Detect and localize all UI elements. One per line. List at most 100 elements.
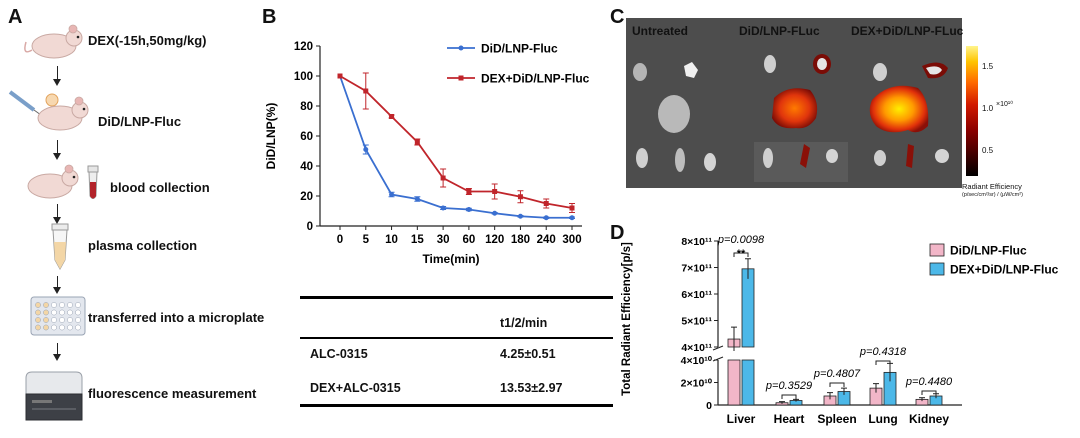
x-tick-label: Spleen bbox=[817, 412, 856, 426]
legend-label: DiD/LNP-Fluc bbox=[481, 42, 558, 56]
panel-d-letter: D bbox=[610, 222, 625, 244]
x-tick-label: 300 bbox=[562, 234, 581, 246]
legend-label: DEX+DiD/LNP-Fluc bbox=[950, 263, 1059, 277]
x-tick-label: 15 bbox=[411, 234, 424, 246]
data-point bbox=[543, 215, 549, 221]
bar bbox=[741, 359, 755, 406]
header-untreated: Untreated bbox=[632, 24, 689, 38]
y-axis-label: DiD/LNP(%) bbox=[264, 103, 278, 170]
microplate-icon bbox=[30, 296, 86, 336]
series-line bbox=[339, 75, 573, 209]
x-tick-label: 240 bbox=[537, 234, 556, 246]
microplate-well bbox=[51, 302, 57, 308]
step-microplate-label: transferred into a microplate bbox=[88, 310, 265, 325]
microplate-well bbox=[67, 317, 73, 323]
organ-fluorescence-image bbox=[626, 18, 962, 188]
panel-b-letter: B bbox=[262, 6, 277, 28]
table-mid-rule bbox=[300, 337, 613, 339]
y-tick-label: 60 bbox=[300, 131, 313, 143]
data-point bbox=[440, 175, 446, 181]
arrow-icon bbox=[53, 204, 61, 224]
data-point bbox=[517, 213, 523, 219]
arrow-icon bbox=[53, 343, 61, 361]
microplate-well bbox=[67, 302, 73, 308]
microplate-well bbox=[35, 317, 41, 323]
table-bottom-rule bbox=[300, 404, 613, 407]
y-tick-label: 2×10¹⁰ bbox=[681, 378, 713, 390]
x-tick-label: Liver bbox=[727, 412, 756, 426]
microplate-well bbox=[75, 302, 81, 308]
table-row-name: DEX+ALC-0315 bbox=[310, 381, 401, 395]
y-tick-label: 4×10¹⁰ bbox=[681, 355, 713, 367]
x-tick-label: Lung bbox=[868, 412, 897, 426]
y-tick-label: 100 bbox=[294, 71, 313, 83]
y-tick-label: 0 bbox=[706, 400, 712, 412]
legend-marker bbox=[458, 45, 464, 51]
table-row-value: 4.25±0.51 bbox=[500, 347, 556, 361]
colorbar-title: Radiant Efficiency bbox=[962, 182, 1022, 191]
microplate-well bbox=[43, 317, 49, 323]
arrow-icon bbox=[53, 140, 61, 160]
significance-stars: ** bbox=[737, 248, 746, 260]
microplate-well bbox=[67, 309, 73, 316]
data-point bbox=[492, 210, 498, 216]
microplate-well bbox=[75, 317, 81, 323]
y-tick-label: 5×10¹¹ bbox=[681, 316, 712, 328]
x-tick-label: 180 bbox=[511, 234, 530, 246]
colorbar-tick: 1.5 bbox=[982, 62, 994, 71]
series-line bbox=[339, 75, 572, 219]
microplate-well bbox=[43, 324, 49, 331]
microplate-well bbox=[35, 309, 41, 316]
step-lnp-label: DiD/LNP-Fluc bbox=[98, 114, 182, 129]
data-point bbox=[569, 215, 575, 221]
microplate-well bbox=[59, 302, 65, 308]
axis-break-mark bbox=[712, 345, 724, 351]
colorbar-tick: 1.0 bbox=[982, 104, 994, 113]
y-tick-label: 6×10¹¹ bbox=[681, 289, 712, 301]
y-axis-label: Total Radiant Efficiency[p/s] bbox=[621, 242, 633, 396]
table-header-text: t1/2/min bbox=[500, 316, 548, 330]
y-tick-label: 0 bbox=[307, 221, 313, 233]
p-value-label: p=0.4318 bbox=[859, 346, 907, 358]
data-point bbox=[440, 205, 446, 211]
step-fluorescence-label: fluorescence measurement bbox=[88, 386, 257, 401]
legend-label: DiD/LNP-Fluc bbox=[950, 244, 1027, 258]
y-tick-label: 4×10¹¹ bbox=[681, 342, 712, 354]
data-point bbox=[543, 201, 549, 206]
data-point bbox=[414, 139, 420, 145]
data-point bbox=[363, 88, 369, 94]
legend-swatch bbox=[929, 243, 945, 257]
data-point bbox=[517, 194, 523, 200]
x-tick-label: 30 bbox=[437, 234, 450, 246]
table-row-value: 13.53±2.97 bbox=[500, 381, 563, 395]
significance-bracket bbox=[829, 382, 845, 387]
x-tick-label: 0 bbox=[337, 234, 343, 246]
microplate-well bbox=[51, 324, 57, 331]
mouse-icon bbox=[24, 24, 83, 59]
legend-swatch bbox=[929, 262, 945, 276]
y-tick-label: 80 bbox=[300, 101, 313, 113]
panel-a-letter: A bbox=[8, 6, 23, 28]
panel-c-letter: C bbox=[610, 6, 625, 28]
microplate-well bbox=[75, 324, 81, 331]
microplate-well bbox=[75, 309, 81, 316]
significance-bracket bbox=[921, 390, 937, 395]
x-tick-label: 10 bbox=[385, 234, 398, 246]
significance-bracket bbox=[875, 360, 891, 365]
data-point bbox=[337, 73, 343, 79]
step-plasma-label: plasma collection bbox=[88, 238, 198, 253]
p-value-label: p=0.4807 bbox=[813, 368, 861, 380]
y-tick-label: 8×10¹¹ bbox=[681, 236, 712, 248]
plasma-tube-icon bbox=[51, 223, 69, 271]
panel-d-bar-chart: 4×10¹¹ 5×10¹¹ 6×10¹¹ 7×10¹¹ 8×10¹¹ 0 2×10¹⁰ 4×1… bbox=[621, 234, 1059, 426]
legend-label: DEX+DiD/LNP-Fluc bbox=[481, 72, 590, 86]
data-point bbox=[389, 192, 395, 197]
arrow-icon bbox=[53, 66, 61, 86]
microplate-well bbox=[59, 324, 65, 331]
colorbar-exponent: ×10¹⁰ bbox=[996, 101, 1014, 108]
arrow-icon bbox=[53, 276, 61, 294]
table-row-name: ALC-0315 bbox=[310, 347, 368, 361]
colorbar-tick: 0.5 bbox=[982, 146, 994, 155]
colorbar-units: (p/sec/cm²/sr) / (μW/cm²) bbox=[962, 192, 1023, 198]
legend-marker bbox=[458, 75, 464, 81]
